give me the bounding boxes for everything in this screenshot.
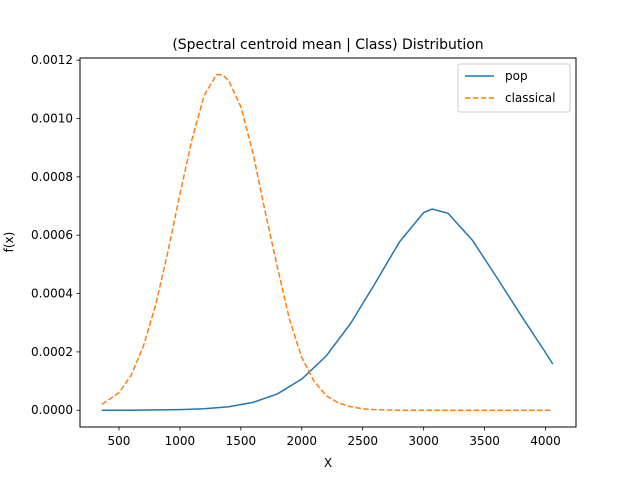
- x-axis: 500 1000 1500 2000 2500 3000 3500 4000: [108, 427, 561, 448]
- x-tick-label: 3000: [408, 434, 439, 448]
- y-tick-label: 0.0008: [31, 170, 73, 184]
- legend-label-classical: classical: [505, 91, 555, 105]
- plot-frame: [79, 57, 577, 428]
- y-axis: 0.0000 0.0002 0.0004 0.0006 0.0008 0.0010 0.00…: [31, 53, 80, 417]
- y-tick-label: 0.0000: [31, 403, 73, 417]
- y-tick-label: 0.0006: [31, 228, 73, 242]
- x-tick-label: 3500: [469, 434, 500, 448]
- series-layer: [101, 74, 554, 411]
- x-tick-label: 1000: [165, 434, 196, 448]
- legend: pop classical: [457, 63, 571, 113]
- series-line-classical: [101, 74, 553, 411]
- y-tick-label: 0.0002: [31, 345, 73, 359]
- x-tick-label: 4000: [530, 434, 561, 448]
- y-tick-label: 0.0004: [31, 287, 73, 301]
- legend-label-pop: pop: [505, 69, 528, 83]
- y-tick-label: 0.0010: [31, 112, 73, 126]
- x-axis-label: X: [324, 456, 332, 470]
- series-line-pop: [101, 208, 554, 411]
- x-tick-label: 2000: [287, 434, 318, 448]
- y-axis-label: f(x): [2, 232, 16, 253]
- x-tick-label: 2500: [347, 434, 378, 448]
- x-tick-label: 1500: [226, 434, 257, 448]
- chart-title: (Spectral centroid mean | Class) Distrib…: [172, 37, 483, 53]
- y-tick-label: 0.0012: [31, 53, 73, 67]
- x-tick-label: 500: [108, 434, 131, 448]
